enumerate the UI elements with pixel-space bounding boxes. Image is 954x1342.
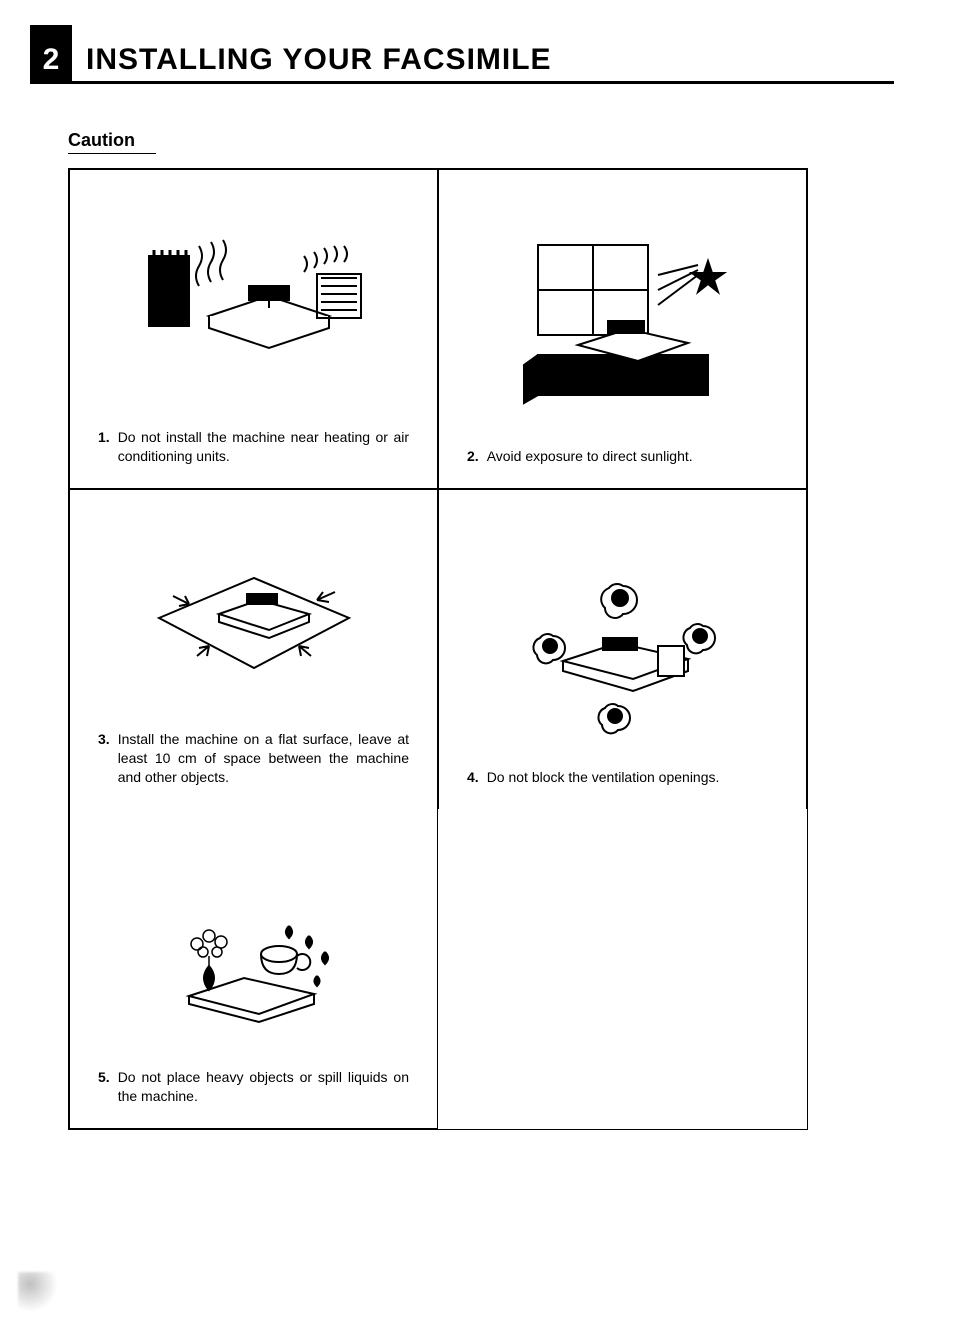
grid-row: 3. Install the machine on a flat surface… bbox=[69, 489, 807, 809]
chapter-number: 2 bbox=[43, 43, 60, 77]
caption-number: 5. bbox=[98, 1068, 110, 1106]
caution-cell: 1. Do not install the machine near heati… bbox=[69, 169, 438, 489]
illustration-flat-surface-icon bbox=[139, 518, 369, 698]
caption: 1. Do not install the machine near heati… bbox=[98, 428, 409, 466]
caution-cell: 5. Do not place heavy objects or spill l… bbox=[69, 809, 438, 1129]
chapter-number-box: 2 bbox=[30, 25, 72, 81]
caption-number: 1. bbox=[98, 428, 110, 466]
caption-text: Do not place heavy objects or spill liqu… bbox=[118, 1068, 409, 1106]
illustration-sunlight-icon bbox=[508, 235, 738, 415]
illustration-spill-icon bbox=[139, 856, 369, 1036]
caution-cell-empty bbox=[438, 809, 807, 1129]
chapter-header: 2 INSTALLING YOUR FACSIMILE bbox=[30, 28, 894, 84]
caption-number: 2. bbox=[467, 447, 479, 466]
grid-row: 1. Do not install the machine near heati… bbox=[69, 169, 807, 489]
caption: 5. Do not place heavy objects or spill l… bbox=[98, 1068, 409, 1106]
illustration-ventilation-icon bbox=[508, 556, 738, 736]
caption-text: Do not install the machine near heating … bbox=[118, 428, 409, 466]
caption-number: 4. bbox=[467, 768, 479, 787]
grid-row: 5. Do not place heavy objects or spill l… bbox=[69, 809, 807, 1129]
caption-number: 3. bbox=[98, 730, 110, 787]
caution-cell: 2. Avoid exposure to direct sunlight. bbox=[438, 169, 807, 489]
caption-text: Do not block the ventilation openings. bbox=[487, 768, 720, 787]
caption-text: Avoid exposure to direct sunlight. bbox=[487, 447, 693, 466]
caption-text: Install the machine on a flat surface, l… bbox=[118, 730, 409, 787]
caption: 4. Do not block the ventilation openings… bbox=[467, 768, 778, 787]
subheading: Caution bbox=[68, 130, 156, 154]
caption: 2. Avoid exposure to direct sunlight. bbox=[467, 447, 778, 466]
page: 2 INSTALLING YOUR FACSIMILE Caution bbox=[0, 0, 954, 1342]
caption: 3. Install the machine on a flat surface… bbox=[98, 730, 409, 787]
caution-grid: 1. Do not install the machine near heati… bbox=[68, 168, 808, 1130]
caution-cell: 4. Do not block the ventilation openings… bbox=[438, 489, 807, 809]
illustration-heater-icon bbox=[139, 216, 369, 396]
caution-cell: 3. Install the machine on a flat surface… bbox=[69, 489, 438, 809]
chapter-title: INSTALLING YOUR FACSIMILE bbox=[86, 43, 552, 81]
scan-artifact-icon bbox=[18, 1272, 58, 1312]
